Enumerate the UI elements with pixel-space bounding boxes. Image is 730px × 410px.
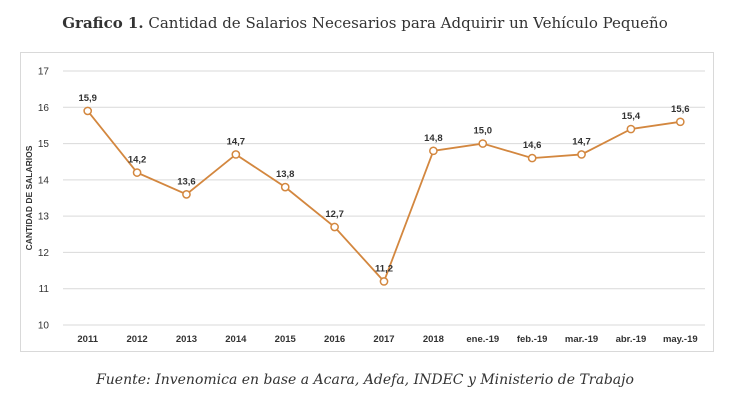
x-tick-label: 2016 [324, 334, 345, 345]
chart-panel: 10 11 12 13 14 15 16 17 CANTIDAD DE SALARIOS 2011… [20, 52, 714, 352]
data-point [280, 182, 290, 192]
data-label: 15,4 [622, 111, 641, 122]
data-point [83, 106, 93, 116]
data-label: 14,7 [572, 136, 591, 147]
x-tick-label: 2012 [127, 334, 148, 345]
y-tick-label: 12 [38, 248, 50, 259]
data-label: 15,6 [671, 104, 690, 115]
source-note: Fuente: Invenomica en base a Acara, Adef… [96, 372, 634, 388]
data-point [379, 277, 389, 286]
data-label: 15,0 [474, 126, 493, 137]
x-tick-label: 2011 [77, 334, 98, 345]
data-label: 14,6 [523, 140, 542, 151]
x-tick-label: feb.-19 [517, 334, 548, 345]
data-point [527, 153, 537, 163]
y-tick-label: 17 [38, 67, 50, 78]
data-label: 13,8 [276, 169, 295, 180]
chart-title: Grafico 1. Cantidad de Salarios Necesari… [0, 14, 730, 32]
x-tick-label: abr.-19 [616, 334, 647, 345]
data-point [231, 150, 241, 159]
x-tick-label: may.-19 [663, 334, 698, 345]
data-point [478, 139, 488, 148]
data-point [577, 150, 586, 159]
data-point [182, 190, 191, 199]
y-tick-label: 14 [38, 175, 50, 186]
y-tick-label: 11 [39, 284, 50, 295]
x-tick-label: 2017 [373, 334, 394, 345]
data-label: 14,2 [128, 155, 147, 166]
data-label: 12,7 [325, 209, 344, 220]
data-label: 14,8 [424, 133, 443, 144]
data-label: 13,6 [177, 176, 196, 187]
data-point [132, 168, 142, 177]
y-tick-label: 10 [38, 321, 50, 332]
data-point [330, 222, 339, 232]
y-tick-label: 16 [38, 103, 50, 114]
x-tick-label: 2013 [176, 334, 197, 345]
series-line [86, 110, 681, 284]
line-chart: 10 11 12 13 14 15 16 17 CANTIDAD DE SALARIOS 2011… [24, 67, 705, 345]
data-point [429, 146, 438, 156]
y-tick-label: 13 [38, 212, 50, 223]
y-tick-label: 15 [38, 139, 50, 150]
y-axis-title: CANTIDAD DE SALARIOS [24, 145, 34, 250]
data-label: 15,9 [78, 93, 97, 104]
data-label: 11,2 [375, 263, 393, 274]
title-prefix: Grafico 1. [62, 14, 144, 32]
x-tick-label: mar.-19 [565, 334, 598, 345]
title-text: Cantidad de Salarios Necesarios para Adq… [148, 14, 668, 32]
data-point [626, 124, 636, 134]
x-tick-label: 2014 [225, 334, 247, 345]
x-tick-label: 2018 [423, 334, 444, 345]
data-label: 14,7 [227, 136, 246, 147]
x-tick-label: ene.-19 [466, 334, 499, 345]
data-point [675, 117, 685, 127]
x-tick-label: 2015 [275, 334, 297, 345]
